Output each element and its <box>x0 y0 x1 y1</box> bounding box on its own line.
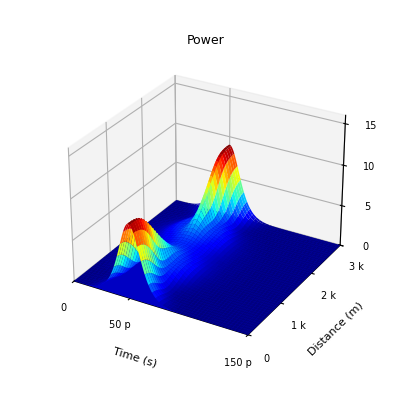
Y-axis label: Distance (m): Distance (m) <box>306 300 365 357</box>
X-axis label: Time (s): Time (s) <box>112 346 158 369</box>
Title: Power: Power <box>186 34 225 47</box>
